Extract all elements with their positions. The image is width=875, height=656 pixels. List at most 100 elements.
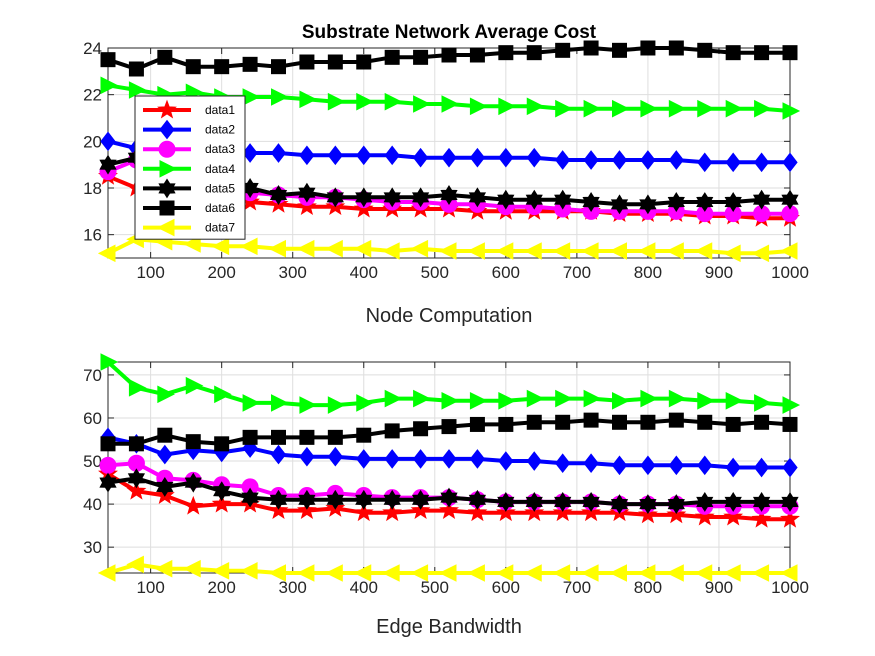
data-point	[126, 480, 147, 500]
data-point	[410, 239, 429, 258]
data-point	[296, 239, 315, 258]
data-point	[441, 391, 460, 410]
data-point	[356, 92, 374, 111]
x-tick-label: 1000	[771, 578, 809, 597]
data-point	[782, 416, 798, 432]
data-point	[99, 472, 117, 493]
data-point	[752, 189, 771, 210]
data-point	[185, 376, 204, 395]
data-point	[668, 455, 684, 476]
data-point	[697, 414, 713, 430]
data-point	[498, 416, 514, 432]
x-tick-label: 500	[421, 263, 449, 282]
y-tick-label: 60	[83, 409, 102, 428]
data-point	[524, 502, 545, 522]
data-point	[410, 564, 429, 582]
data-point	[441, 147, 457, 168]
legend-label: data2	[205, 123, 235, 137]
data-point	[526, 147, 542, 168]
legend-label: data5	[205, 181, 235, 195]
data-point	[384, 449, 400, 469]
data-point	[554, 189, 572, 210]
data-point	[183, 235, 201, 253]
data-point	[271, 394, 289, 412]
data-point	[211, 237, 230, 256]
x-tick-label: 900	[705, 578, 733, 597]
data-point	[214, 385, 232, 404]
data-point	[667, 192, 685, 212]
x-tick-label: 900	[705, 263, 733, 282]
data-point	[723, 506, 744, 526]
data-point	[467, 242, 485, 260]
y-tick-label: 20	[83, 132, 102, 151]
data-point	[469, 391, 488, 410]
data-point	[639, 194, 657, 215]
legend-marker	[156, 218, 175, 237]
data-point	[753, 152, 770, 173]
bottom-panel: 100 200 300 400 500 600 700 800 900 1000 30 40 50 60 7…	[83, 353, 809, 638]
data-point	[296, 564, 315, 582]
data-point	[299, 145, 315, 166]
data-point	[356, 427, 372, 443]
data-point	[612, 42, 627, 58]
legend-label: data4	[205, 162, 235, 176]
data-point	[156, 476, 174, 497]
data-point	[552, 502, 573, 522]
data-point	[583, 412, 599, 428]
legend-label: data7	[205, 221, 235, 235]
data-point	[498, 451, 514, 471]
data-point	[440, 185, 458, 205]
data-point	[751, 508, 772, 528]
data-point	[753, 457, 770, 478]
x-tick-label: 500	[421, 578, 449, 597]
data-point	[694, 242, 713, 260]
data-point	[554, 491, 572, 512]
data-point	[268, 239, 286, 258]
data-point	[779, 242, 798, 260]
data-point	[495, 242, 514, 260]
data-point	[242, 394, 261, 412]
legend-marker	[157, 99, 177, 119]
data-point	[781, 189, 799, 210]
data-point	[524, 242, 542, 260]
data-point	[384, 389, 403, 408]
data-point	[751, 244, 770, 263]
data-point	[355, 187, 373, 208]
data-point	[583, 150, 599, 170]
data-point	[582, 491, 600, 512]
data-point	[612, 391, 630, 410]
data-point	[270, 444, 287, 465]
y-tick-label: 50	[83, 452, 102, 471]
legend-label: data1	[205, 103, 235, 117]
legend-marker	[158, 178, 176, 199]
data-point	[327, 54, 343, 70]
data-point	[441, 95, 460, 113]
legend-marker	[158, 140, 176, 158]
data-point	[441, 449, 457, 469]
data-point	[526, 451, 542, 471]
x-tick-label: 800	[634, 578, 662, 597]
x-tick-label: 200	[207, 263, 235, 282]
data-point	[382, 242, 400, 260]
data-point	[353, 564, 372, 582]
data-point	[609, 564, 627, 582]
data-point	[299, 446, 315, 467]
data-point	[469, 416, 485, 432]
y-tick-label: 24	[83, 39, 102, 58]
data-point	[638, 504, 658, 524]
data-point	[495, 502, 516, 522]
data-point	[100, 76, 119, 95]
data-point	[382, 564, 400, 582]
data-point	[498, 97, 516, 116]
data-point	[128, 379, 147, 397]
data-point	[555, 453, 571, 474]
data-point	[467, 564, 485, 582]
data-point	[299, 429, 315, 445]
data-point	[100, 436, 116, 452]
data-point	[583, 389, 602, 408]
data-point	[668, 40, 684, 56]
data-point	[410, 500, 431, 519]
data-point	[441, 47, 457, 63]
data-point	[725, 391, 744, 410]
data-point	[270, 143, 287, 163]
